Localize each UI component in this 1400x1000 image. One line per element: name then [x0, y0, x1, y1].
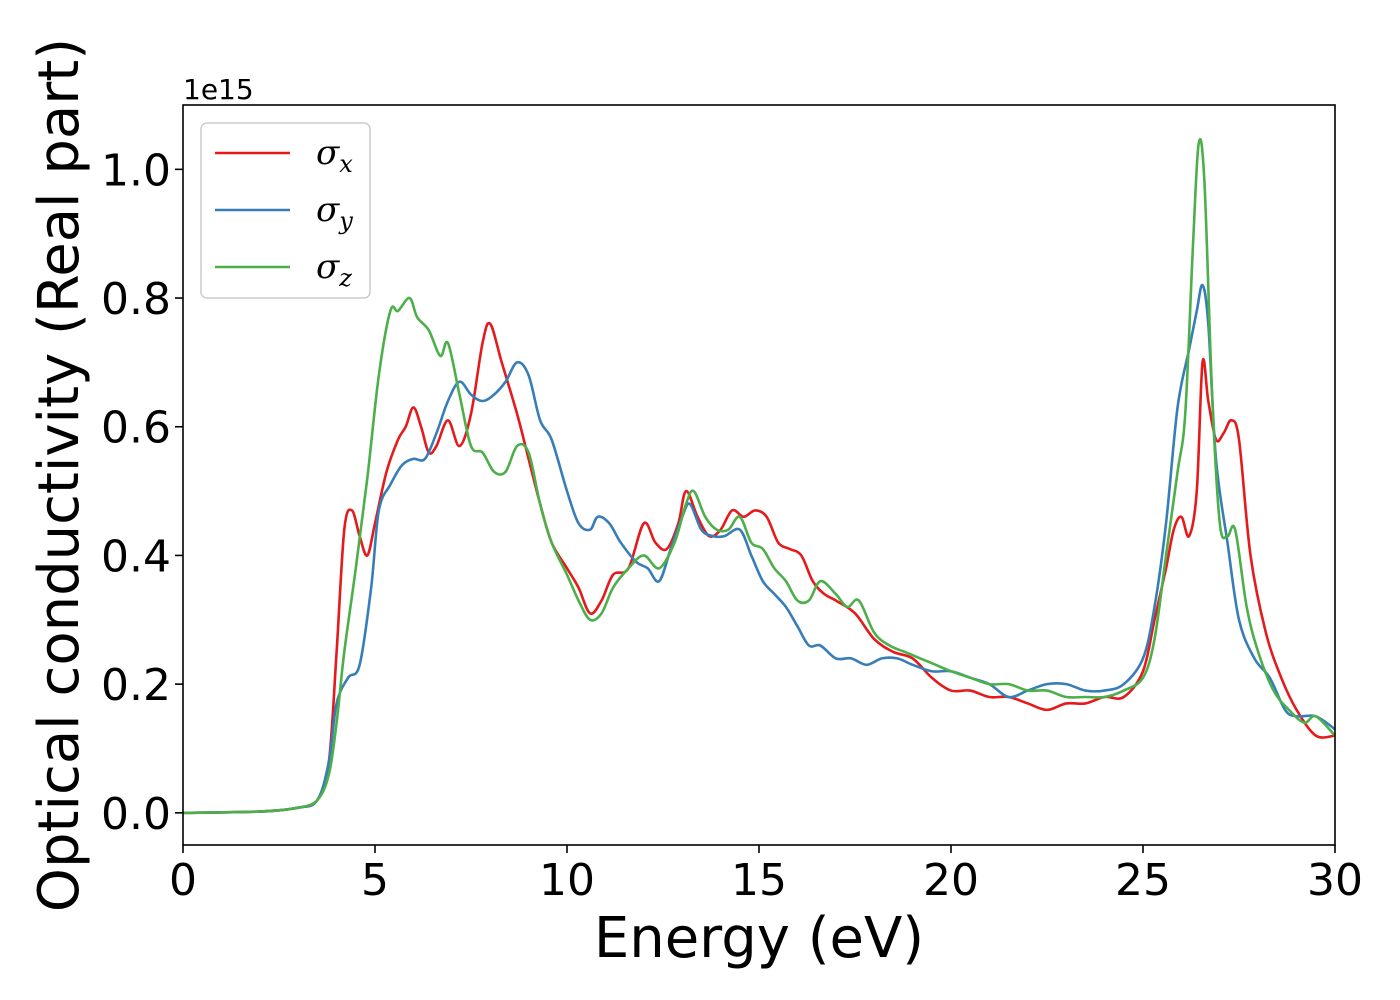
x-tick-label: 10: [539, 855, 595, 906]
legend-label-z: σz: [316, 247, 352, 292]
series-line-z: [183, 137, 1335, 815]
y-tick-label: 1.0: [101, 145, 171, 196]
y-axis-ticks: 0.0 0.2 0.4 0.6 0.8 1.0: [101, 145, 183, 840]
legend-subscript: x: [339, 150, 353, 178]
x-axis-title: Energy (eV): [594, 906, 924, 971]
legend-symbol: σ: [316, 190, 340, 230]
series-layer: [183, 137, 1335, 815]
y-tick-label: 0.2: [101, 660, 171, 711]
y-tick-label: 0.4: [101, 531, 171, 582]
series-line-y: [183, 283, 1335, 815]
y-tick-label: 0.0: [101, 789, 171, 840]
legend-label-y: σy: [316, 190, 353, 235]
x-axis-ticks: 0 5 10 15 20 25 30: [169, 845, 1363, 906]
legend-subscript: y: [338, 207, 353, 235]
legend-label-x: σx: [316, 133, 353, 178]
legend-symbol: σ: [316, 247, 340, 287]
legend-subscript: z: [338, 264, 352, 292]
series-line-x: [183, 321, 1335, 815]
x-tick-label: 15: [731, 855, 787, 906]
x-tick-label: 25: [1115, 855, 1171, 906]
x-tick-label: 30: [1307, 855, 1363, 906]
x-tick-label: 20: [923, 855, 979, 906]
y-tick-label: 0.8: [101, 274, 171, 325]
y-axis-title: Optical conductivity (Real part): [27, 38, 92, 912]
y-tick-label: 0.6: [101, 403, 171, 454]
legend-symbol: σ: [316, 133, 340, 173]
x-tick-label: 5: [361, 855, 389, 906]
x-tick-label: 0: [169, 855, 197, 906]
y-offset-label: 1e15: [183, 73, 254, 106]
